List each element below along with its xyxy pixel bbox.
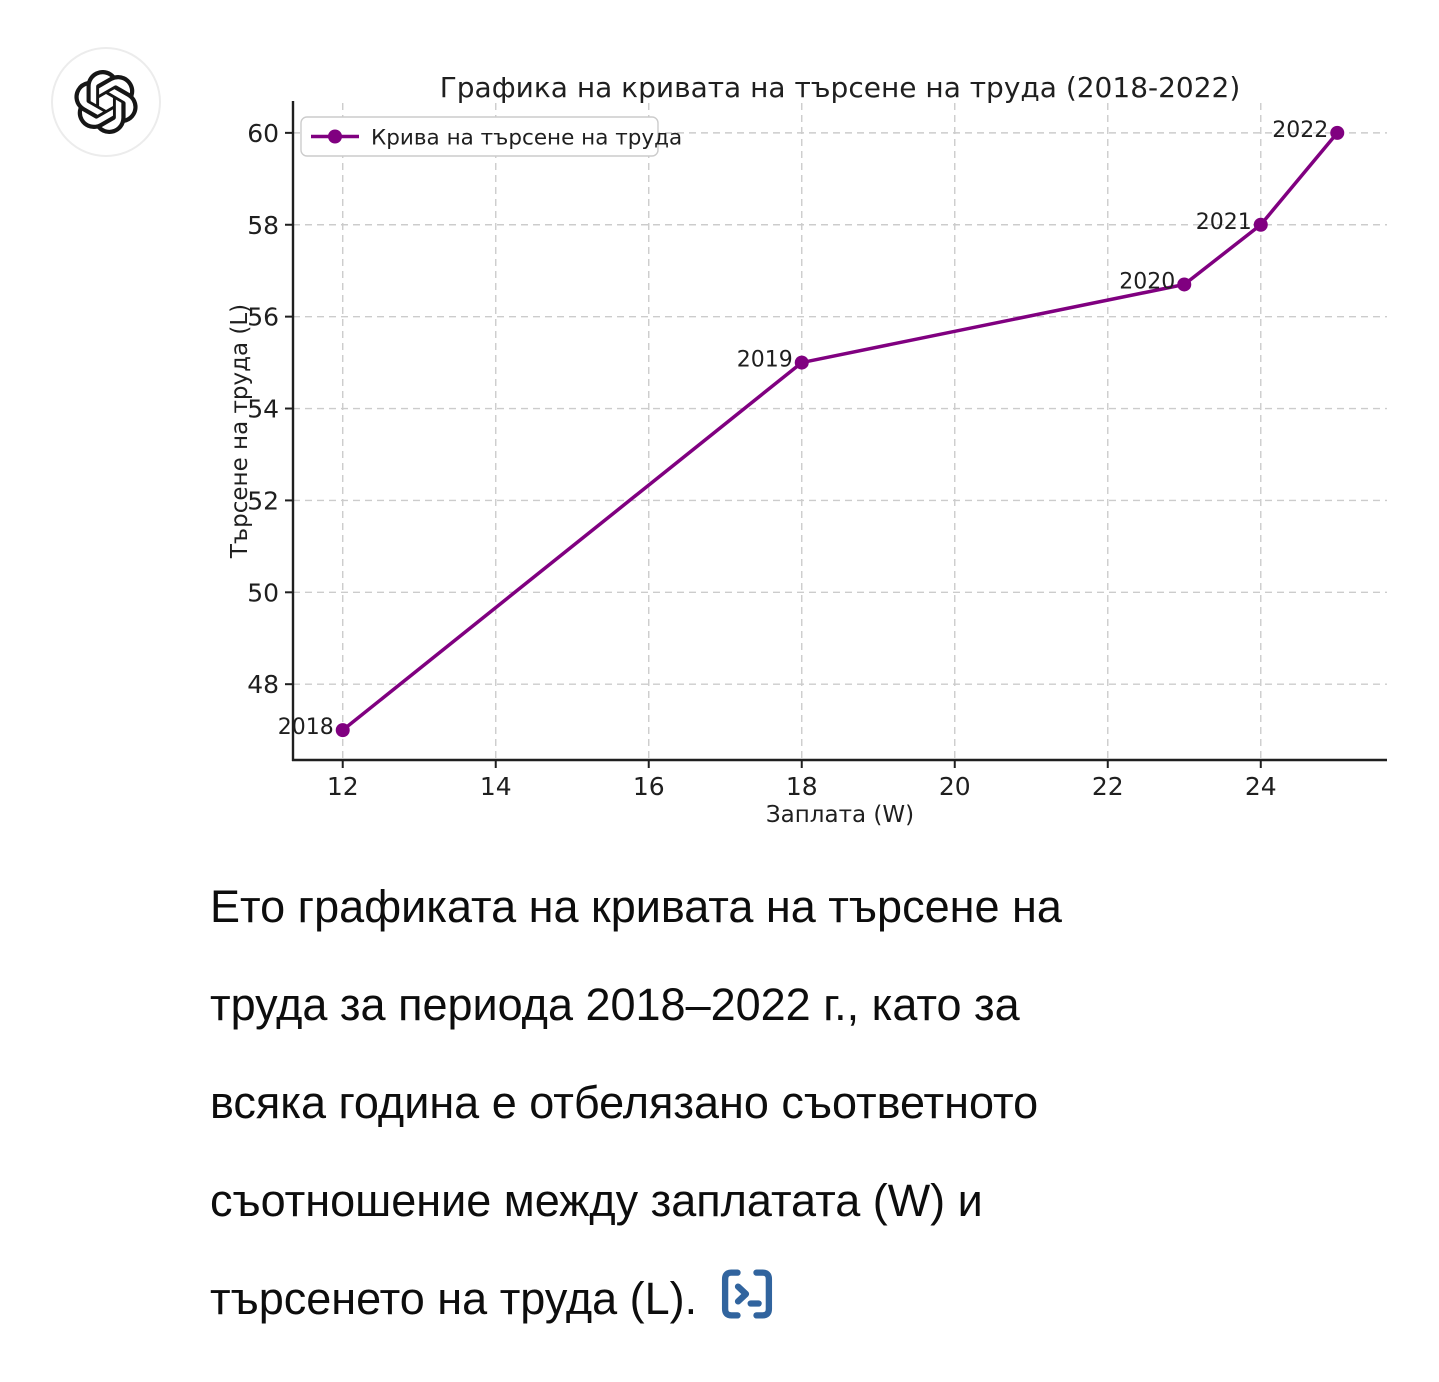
message-line: труда за периода 2018–2022 г., като за [210,979,1020,1030]
series-line [341,131,1339,732]
view-source-terminal-icon[interactable] [715,1259,779,1357]
point-label-2021: 2021 [1196,210,1252,235]
data-point-2022 [1330,125,1345,140]
assistant-message: Ето графиката на кривата на търсене на т… [210,858,1390,1348]
data-point-2019 [794,355,809,370]
message-line-text: търсенето на труда (L). [210,1273,698,1324]
y-tick-label: 54 [247,395,279,424]
openai-logo-icon [74,70,138,134]
assistant-avatar [51,47,161,157]
data-point-2021 [1253,217,1268,232]
point-label-2022: 2022 [1272,118,1328,143]
x-tick-label: 16 [633,772,665,801]
x-tick-label: 20 [939,772,971,801]
chart-image[interactable]: 12 14 16 18 20 22 24 48 50 52 54 56 58 60 Графика на … [0,0,1439,860]
y-axis-label: Търсене на труда (L) [227,304,253,559]
message-line: търсенето на труда (L). [210,1250,1390,1348]
chart-legend: Крива на търсене на труда [300,116,682,157]
message-line: Ето графиката на кривата на търсене на [210,881,1062,932]
point-label-2020: 2020 [1119,269,1175,294]
legend-marker [328,129,342,144]
y-tick-label: 50 [247,578,279,607]
point-label-2019: 2019 [737,348,793,373]
x-tick-label: 18 [786,772,818,801]
y-tick-label: 52 [247,486,279,515]
y-tick-label: 56 [247,303,279,332]
x-tick-label: 24 [1245,772,1277,801]
message-line: всяка година е отбелязано съответното [210,1077,1039,1128]
data-point-2018 [335,723,350,738]
chart-title: Графика на кривата на търсене на труда (… [440,71,1241,104]
x-tick-label: 12 [327,772,359,801]
data-point-2020 [1177,277,1192,292]
message-line: съотношение между заплатата (W) и [210,1175,983,1226]
x-tick-label: 22 [1092,772,1124,801]
y-tick-label: 48 [247,670,279,699]
y-tick-label: 60 [247,119,279,148]
legend-box [300,116,659,157]
legend-label: Крива на търсене на труда [371,126,682,151]
x-axis-label: Заплата (W) [766,802,914,828]
point-label-2018: 2018 [278,715,334,740]
x-tick-label: 14 [480,772,512,801]
y-tick-label: 58 [247,211,279,240]
